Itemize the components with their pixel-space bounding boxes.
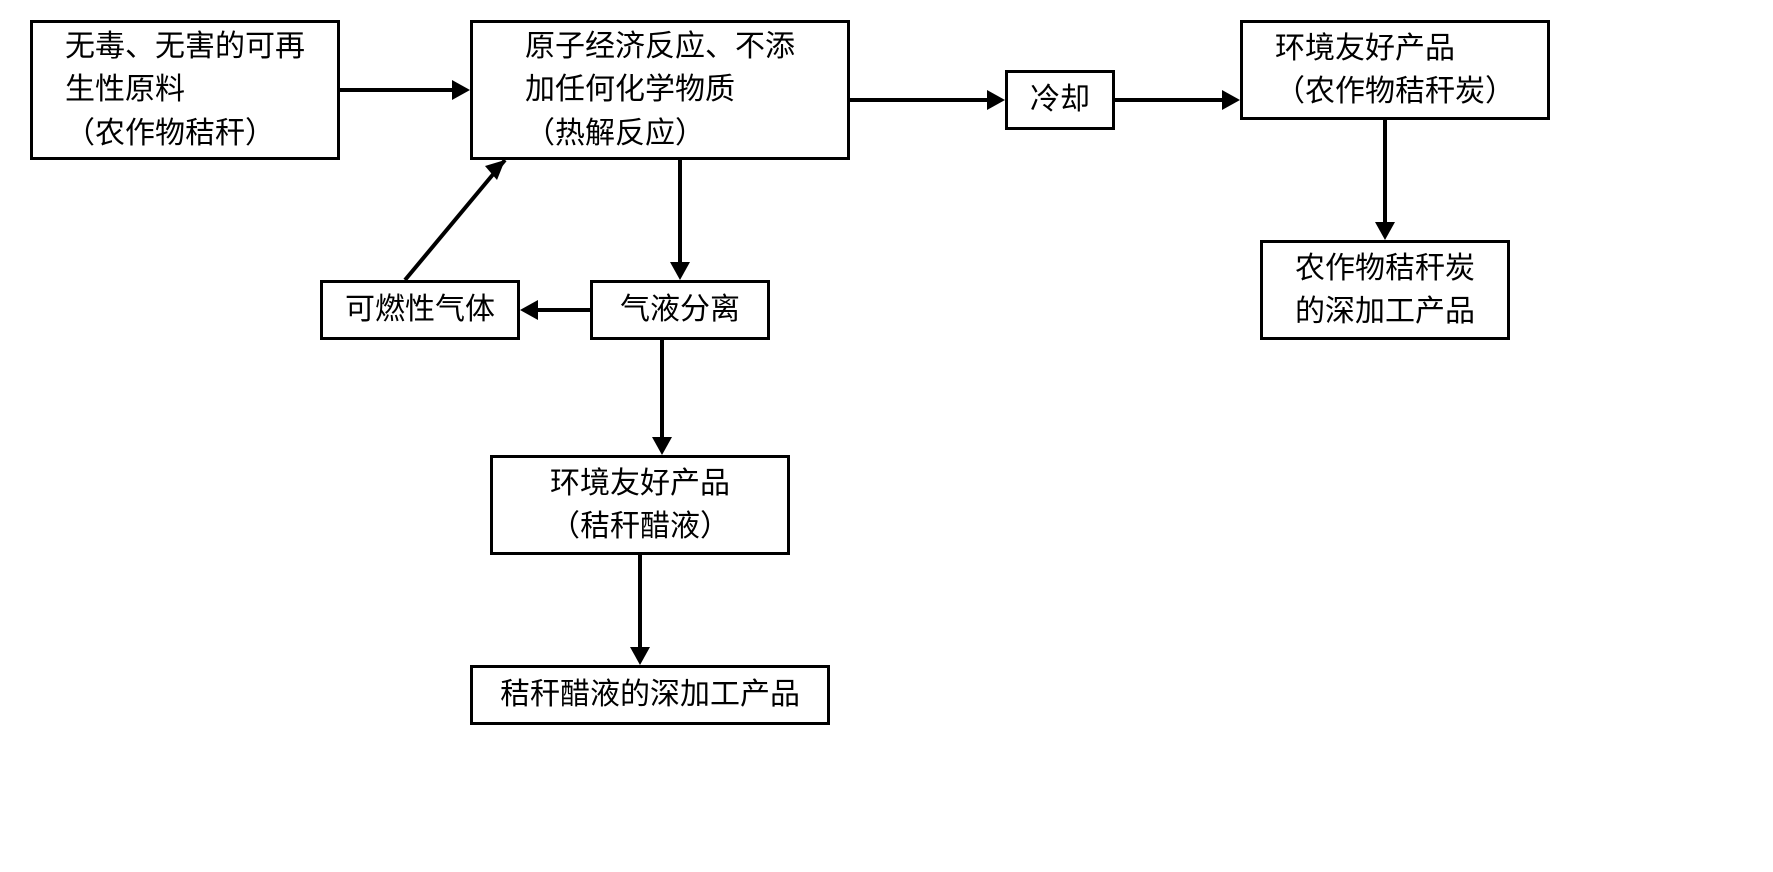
node-label: 秸秆醋液的深加工产品 [500,673,800,717]
arrow-head-icon [987,90,1005,110]
edge [538,308,590,312]
node-label: 冷却 [1030,78,1090,122]
edge [340,88,452,92]
node-pyrolysis: 原子经济反应、不添 加任何化学物质 （热解反应） [470,20,850,160]
node-vinegar-deep: 秸秆醋液的深加工产品 [470,665,830,725]
node-label: 原子经济反应、不添 加任何化学物质 （热解反应） [525,25,795,156]
edge [850,98,987,102]
arrow-head-icon [452,80,470,100]
node-product-vinegar: 环境友好产品 （秸秆醋液） [490,455,790,555]
edge [660,340,664,437]
node-raw-material: 无毒、无害的可再 生性原料 （农作物秸秆） [30,20,340,160]
edge [638,555,642,647]
node-cooling: 冷却 [1005,70,1115,130]
node-flammable-gas: 可燃性气体 [320,280,520,340]
node-product-carbon: 环境友好产品 （农作物秸秆炭） [1240,20,1550,120]
edge [1383,120,1387,222]
node-label: 无毒、无害的可再 生性原料 （农作物秸秆） [65,25,305,156]
edge-diagonal [395,140,535,285]
node-carbon-deep: 农作物秸秆炭 的深加工产品 [1260,240,1510,340]
node-label: 气液分离 [620,288,740,332]
node-label: 农作物秸秆炭 的深加工产品 [1295,247,1475,334]
node-label: 环境友好产品 （农作物秸秆炭） [1275,27,1515,114]
arrow-head-icon [1222,90,1240,110]
arrow-head-icon [652,437,672,455]
node-label: 可燃性气体 [345,288,495,332]
node-gas-liquid-sep: 气液分离 [590,280,770,340]
edge [1115,98,1222,102]
node-label: 环境友好产品 （秸秆醋液） [550,462,730,549]
arrow-head-icon [520,300,538,320]
edge [678,160,682,262]
arrow-head-icon [670,262,690,280]
arrow-head-icon [1375,222,1395,240]
arrow-head-icon [630,647,650,665]
